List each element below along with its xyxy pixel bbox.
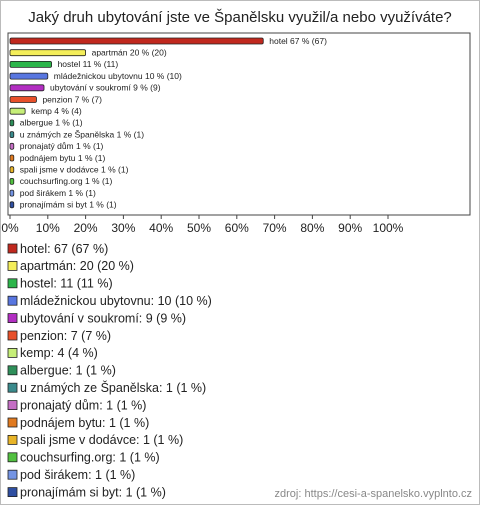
legend-swatch	[7, 417, 18, 428]
x-tick-label: 0%	[1, 221, 19, 235]
bar-label: couchsurfing.org 1 % (1)	[20, 176, 113, 186]
legend-label: pronajímám si byt: 1 (1 %)	[20, 485, 166, 499]
legend-swatch	[7, 347, 18, 358]
legend-label: hostel: 11 (11 %)	[20, 277, 113, 291]
legend-swatch	[7, 400, 18, 411]
bar	[9, 189, 15, 197]
legend-swatch	[7, 260, 18, 271]
bar-label: spali jsme v dodávce 1 % (1)	[20, 164, 129, 174]
bar-label: u známých ze Španělska 1 % (1)	[20, 129, 144, 139]
bar-label: penzion 7 % (7)	[42, 94, 102, 104]
chart-title: Jaký druh ubytování jste ve Španělsku vy…	[28, 9, 452, 26]
legend-swatch	[7, 295, 18, 306]
legend-swatch	[7, 452, 18, 463]
x-tick-label: 80%	[300, 221, 324, 235]
bar	[9, 154, 15, 162]
legend-label: couchsurfing.org: 1 (1 %)	[20, 451, 160, 465]
bar	[9, 142, 15, 150]
legend-label: hotel: 67 (67 %)	[20, 242, 108, 256]
legend-label: pod širákem: 1 (1 %)	[20, 468, 135, 482]
bar	[9, 166, 15, 174]
bar	[9, 72, 49, 80]
legend-label: podnájem bytu: 1 (1 %)	[20, 416, 149, 430]
legend-swatch	[7, 469, 18, 480]
bar-label: apartmán 20 % (20)	[92, 47, 167, 57]
legend-label: spali jsme v dodávce: 1 (1 %)	[20, 433, 183, 447]
legend-swatch	[7, 330, 18, 341]
bar	[9, 201, 15, 209]
x-tick-label: 50%	[187, 221, 211, 235]
x-tick-label: 100%	[373, 221, 404, 235]
legend-swatch	[7, 487, 18, 498]
legend-label: u známých ze Španělska: 1 (1 %)	[20, 380, 206, 395]
x-tick-label: 40%	[149, 221, 173, 235]
bar	[9, 49, 86, 57]
bar	[9, 119, 15, 127]
legend-swatch	[7, 365, 18, 376]
legend-label: kemp: 4 (4 %)	[20, 346, 98, 360]
legend-swatch	[7, 278, 18, 289]
bar	[9, 37, 264, 45]
bar-label: ubytování v soukromí 9 % (9)	[50, 83, 161, 93]
legend-label: mládežnickou ubytovnu: 10 (10 %)	[20, 294, 212, 308]
plot-area	[7, 32, 471, 216]
legend-swatch	[7, 382, 18, 393]
bar-label: podnájem bytu 1 % (1)	[20, 153, 106, 163]
x-tick-label: 20%	[74, 221, 98, 235]
legend-label: penzion: 7 (7 %)	[20, 329, 111, 343]
x-tick-label: 60%	[225, 221, 249, 235]
bar-label: pronajatý dům 1 % (1)	[20, 141, 104, 151]
bar-label: mládežnickou ubytovnu 10 % (10)	[54, 71, 182, 81]
bar-label: hostel 11 % (11)	[58, 59, 119, 69]
bar	[9, 177, 15, 185]
legend-swatch	[7, 313, 18, 324]
x-tick-label: 30%	[111, 221, 135, 235]
x-tick-label: 10%	[36, 221, 60, 235]
bar	[9, 61, 52, 68]
legend-swatch	[7, 243, 18, 254]
x-tick-label: 90%	[338, 221, 362, 235]
bar	[9, 107, 26, 115]
bar	[9, 84, 45, 92]
legend-label: albergue: 1 (1 %)	[20, 364, 116, 378]
legend-label: ubytování v soukromí: 9 (9 %)	[20, 311, 186, 325]
bar-label: albergue 1 % (1)	[20, 118, 83, 128]
bar-label: pronajímám si byt 1 % (1)	[20, 200, 117, 210]
legend-label: pronajatý dům: 1 (1 %)	[20, 398, 146, 412]
x-tick-label: 70%	[263, 221, 287, 235]
bar-label: hotel 67 % (67)	[269, 36, 327, 46]
bar-label: pod širákem 1 % (1)	[20, 188, 96, 198]
bar	[9, 131, 15, 139]
bar-label: kemp 4 % (4)	[31, 106, 82, 116]
bar	[9, 96, 37, 103]
legend-label: apartmán: 20 (20 %)	[20, 259, 134, 273]
source: zdroj: https://cesi-a-spanelsko.vyplnto.…	[275, 488, 472, 500]
legend-swatch	[7, 434, 18, 445]
